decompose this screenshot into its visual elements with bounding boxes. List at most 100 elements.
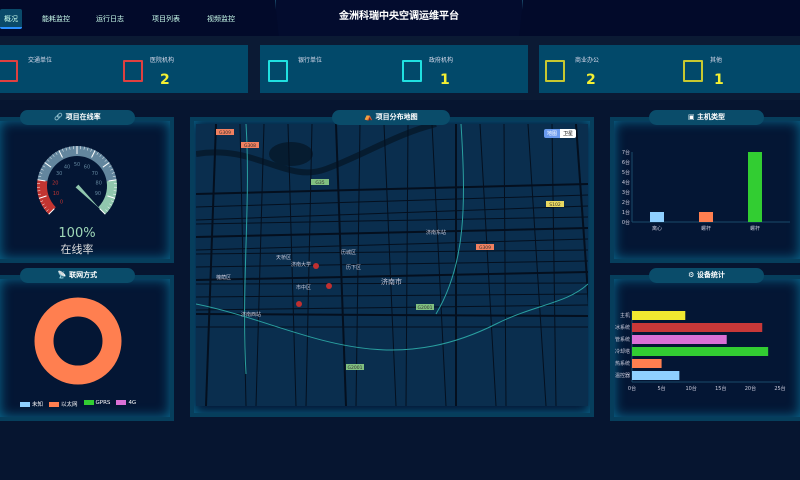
tab-logs[interactable]: 运行日志 bbox=[96, 15, 124, 23]
map-type-satellite[interactable]: 卫星 bbox=[560, 129, 577, 138]
tab-energy[interactable]: 能耗监控 bbox=[42, 15, 70, 23]
gauge-tick-label: 70 bbox=[92, 171, 98, 177]
x-tick-label: 10台 bbox=[686, 385, 697, 392]
tab-video[interactable]: 视频监控 bbox=[207, 15, 235, 23]
gauge-band-high bbox=[98, 179, 117, 215]
map-label: 济南大学 bbox=[291, 261, 311, 268]
stat-card bbox=[539, 45, 800, 93]
stat-label: 交通单位 bbox=[28, 57, 53, 64]
bar bbox=[650, 212, 664, 222]
y-tick-label: 热系统 bbox=[615, 360, 630, 367]
road bbox=[383, 124, 397, 406]
x-tick-label: 20台 bbox=[745, 385, 756, 392]
map-label: 济南东站 bbox=[426, 229, 446, 236]
road bbox=[196, 293, 588, 298]
road-shield-label: G35 bbox=[315, 180, 324, 186]
map-label: 济南市 bbox=[381, 277, 402, 286]
other-building-icon bbox=[683, 60, 703, 82]
y-tick-label: 温控器 bbox=[615, 372, 630, 379]
x-tick-label: 螺杆 bbox=[701, 225, 711, 232]
map-background bbox=[196, 124, 588, 406]
gauge-pointer bbox=[75, 184, 100, 209]
panel-header: 🔗 项目在线率 bbox=[20, 110, 135, 125]
project-marker[interactable] bbox=[313, 263, 319, 269]
road-shield-label: G2001 bbox=[348, 365, 363, 371]
panel-header: 📡 联网方式 bbox=[20, 268, 135, 283]
legend-label: 4G bbox=[128, 400, 137, 406]
stat-label: 其他 bbox=[710, 57, 723, 64]
road-shield bbox=[476, 244, 494, 250]
panel-title: 项目分布地图 bbox=[375, 113, 418, 121]
y-tick-label: 7台 bbox=[622, 149, 630, 156]
gauge-tick bbox=[52, 154, 55, 157]
project-marker[interactable] bbox=[326, 283, 332, 289]
gauge-band-low bbox=[37, 179, 56, 215]
gauge-tick-label: 30 bbox=[56, 171, 62, 177]
legend-item[interactable]: 以太网 bbox=[49, 400, 78, 408]
y-tick-label: 0台 bbox=[622, 219, 630, 226]
panel-title: 项目在线率 bbox=[65, 113, 101, 121]
x-tick-label: 5台 bbox=[658, 385, 666, 392]
road bbox=[255, 124, 265, 406]
stat-value: 1 bbox=[440, 72, 450, 88]
y-tick-label: 管系统 bbox=[615, 336, 630, 343]
y-tick-label: 3台 bbox=[622, 189, 630, 196]
gauge-tick bbox=[40, 168, 44, 171]
gauge-tick bbox=[43, 206, 47, 209]
stat-label: 商业办公 bbox=[575, 57, 600, 64]
y-tick-label: 冷却塔 bbox=[615, 348, 630, 355]
road bbox=[196, 282, 588, 285]
gauge-tick bbox=[91, 150, 96, 158]
legend-item[interactable]: 4G bbox=[116, 400, 136, 408]
bar bbox=[632, 311, 686, 320]
gauge-tick bbox=[99, 154, 102, 157]
bar bbox=[632, 323, 763, 332]
road bbox=[196, 183, 588, 195]
tools-icon: ⚙ bbox=[688, 271, 697, 279]
project-marker[interactable] bbox=[296, 301, 302, 307]
x-tick-label: 15台 bbox=[715, 385, 726, 392]
panel-header: ▣ 主机类型 bbox=[649, 110, 764, 125]
gauge-tick bbox=[90, 148, 92, 152]
gauge-tick bbox=[44, 162, 52, 168]
gauge-tick-label: 60 bbox=[84, 164, 90, 170]
gauge-tick-label: 20 bbox=[52, 181, 58, 187]
y-tick-label: 主机 bbox=[620, 312, 630, 319]
road bbox=[196, 271, 588, 281]
road-shield bbox=[216, 129, 234, 135]
legend-swatch bbox=[116, 400, 127, 405]
legend-label: GPRS bbox=[95, 400, 111, 406]
road-shield-label: G308 bbox=[244, 143, 256, 149]
tab-projects[interactable]: 项目列表 bbox=[152, 15, 180, 23]
gauge-tick bbox=[62, 148, 64, 152]
map-label: 市中区 bbox=[296, 284, 311, 291]
legend-item[interactable]: 未知 bbox=[20, 400, 43, 408]
gauge-tick bbox=[42, 165, 46, 168]
gauge-tick bbox=[38, 175, 42, 178]
stat-value: 1 bbox=[714, 72, 724, 88]
map-label: 济南西站 bbox=[241, 311, 261, 318]
gauge-tick bbox=[48, 208, 55, 215]
gauge-tick bbox=[96, 152, 99, 155]
road bbox=[503, 124, 507, 406]
map-type-map[interactable]: 地图 bbox=[544, 129, 561, 138]
gauge-tick-label: 0 bbox=[60, 200, 63, 206]
map-type-toggle: 地图 卫星 bbox=[544, 129, 577, 138]
tab-overview[interactable]: 概况 bbox=[0, 9, 22, 29]
road bbox=[575, 124, 588, 308]
network-donut bbox=[34, 297, 122, 385]
x-tick-label: 螺杆 bbox=[750, 225, 760, 232]
gauge-tick bbox=[102, 162, 110, 168]
bar bbox=[699, 212, 713, 222]
road-shield bbox=[546, 201, 564, 207]
gauge-tick bbox=[112, 175, 116, 178]
legend-swatch bbox=[20, 402, 30, 407]
legend-item[interactable]: GPRS bbox=[83, 400, 111, 408]
road bbox=[205, 124, 217, 406]
gauge-tick bbox=[109, 203, 113, 206]
x-tick-label: 25台 bbox=[774, 385, 785, 392]
road-shield bbox=[311, 179, 329, 185]
gauge-tick bbox=[83, 146, 85, 150]
